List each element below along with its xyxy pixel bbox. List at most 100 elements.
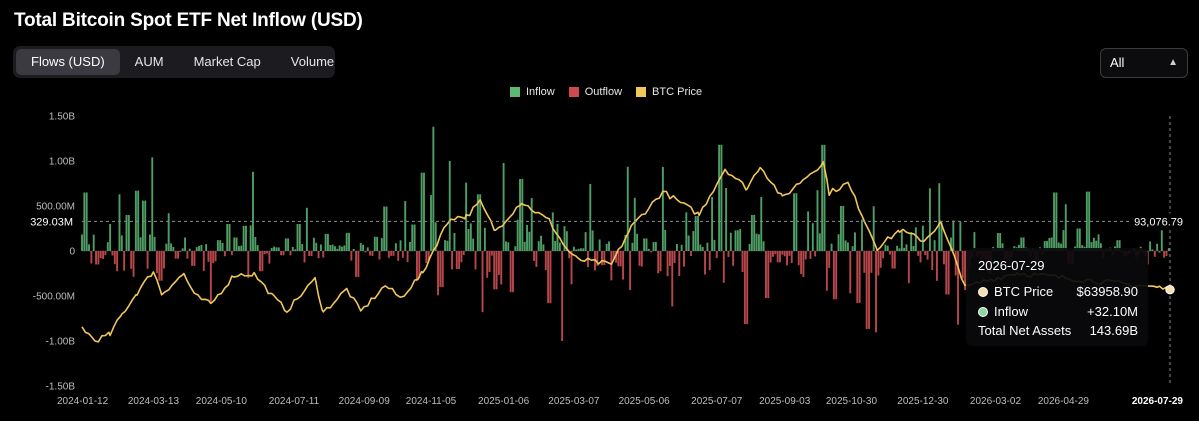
inflow-bar — [680, 244, 683, 251]
y-tick-label: 0 — [69, 247, 75, 258]
outflow-bar — [671, 251, 674, 307]
inflow-bar — [385, 206, 388, 251]
inflow-bar — [572, 246, 575, 251]
outflow-bar — [116, 251, 119, 272]
outflow-bar — [814, 251, 817, 257]
outflow-bar — [1163, 251, 1166, 258]
price-marker-dot — [1165, 285, 1175, 295]
outflow-bar — [158, 251, 161, 281]
outflow-bar — [943, 251, 945, 265]
x-tick-label: 2024-09-09 — [339, 396, 391, 407]
inflow-bar — [713, 239, 716, 251]
inflow-bar — [341, 246, 343, 251]
inflow-bar — [928, 188, 931, 251]
legend-item-inflow[interactable]: Inflow — [510, 86, 555, 98]
outflow-bar — [174, 251, 177, 259]
inflow-bar — [736, 230, 739, 251]
inflow-bar — [933, 240, 936, 251]
outflow-bar — [779, 251, 781, 263]
tab-aum[interactable]: AUM — [134, 54, 164, 69]
outflow-bar — [832, 251, 835, 300]
x-tick-label: 2026-03-02 — [970, 396, 1022, 407]
legend-item-btc-price[interactable]: BTC Price — [636, 86, 702, 98]
outflow-bar — [889, 251, 892, 255]
outflow-bar — [743, 251, 746, 325]
outflow-bar — [601, 251, 603, 266]
inflow-bar — [399, 240, 402, 251]
inflow-bar — [577, 248, 580, 251]
inflow-bar — [846, 242, 849, 251]
y-tick-label: -1.50B — [46, 382, 76, 393]
inflow-bar — [734, 230, 737, 251]
chevron-up-down-icon: ▲︎ — [1168, 57, 1178, 68]
outflow-bar — [765, 251, 767, 299]
inflow-bar — [334, 246, 336, 251]
outflow-bar — [547, 251, 550, 304]
outflow-bar — [280, 251, 283, 256]
inflow-bar — [315, 242, 318, 251]
outflow-bar — [835, 251, 838, 300]
inflow-bar — [240, 245, 243, 251]
inflow-bar — [687, 235, 690, 251]
outflow-bar — [97, 251, 100, 265]
outflow-bar — [202, 251, 205, 271]
outflow-bar — [781, 251, 784, 255]
outflow-bar — [722, 251, 725, 283]
outflow-bar — [856, 251, 859, 303]
inflow-bar — [996, 233, 999, 251]
inflow-bar — [521, 179, 524, 251]
inflow-bar — [718, 144, 721, 251]
outflow-bar — [418, 251, 421, 279]
outflow-bar — [612, 251, 615, 260]
inflow-bar — [938, 183, 941, 251]
outflow-bar — [1165, 251, 1168, 256]
legend-label-outflow: Outflow — [584, 86, 623, 98]
inflow-bar — [1149, 241, 1152, 251]
inflow-bar — [886, 245, 889, 251]
tab-market-cap[interactable]: Market Cap — [193, 54, 261, 69]
inflow-bar — [821, 144, 824, 251]
inflow-bar — [565, 231, 568, 251]
range-select[interactable]: All ▲︎ — [1100, 48, 1188, 78]
inflow-bar — [165, 243, 168, 251]
inflow-bar — [1060, 243, 1063, 251]
x-tick-label: 2024-11-05 — [406, 396, 457, 407]
inflow-bar — [85, 192, 88, 251]
outflow-bar — [102, 251, 105, 260]
outflow-bar — [488, 251, 491, 272]
range-select-value: All — [1110, 55, 1125, 70]
outflow-bar — [509, 251, 512, 293]
inflow-bar — [1043, 241, 1046, 251]
inflow-bar — [701, 246, 704, 251]
inflow-bar — [254, 236, 257, 251]
tab-volume[interactable]: Volume — [290, 54, 335, 69]
inflow-bar — [818, 233, 821, 251]
outflow-bar — [893, 251, 896, 269]
outflow-bar — [490, 251, 493, 256]
inflow-bar — [252, 171, 254, 251]
inflow-bar — [854, 232, 856, 251]
tooltip-dot-inflow — [978, 306, 988, 317]
outflow-bar — [732, 251, 735, 266]
outflow-bar — [619, 251, 622, 267]
inflow-bar — [144, 200, 147, 251]
legend-swatch-inflow — [510, 87, 520, 97]
inflow-bar — [537, 241, 540, 251]
outflow-bar — [776, 251, 779, 263]
inflow-bar — [706, 242, 709, 251]
inflow-bar — [762, 241, 765, 251]
outflow-bar — [263, 251, 266, 255]
inflow-bar — [221, 242, 224, 251]
y-tick-label: 500.00M — [36, 202, 75, 213]
inflow-bar — [823, 144, 826, 251]
inflow-bar — [479, 194, 482, 251]
inflow-bar — [404, 201, 407, 251]
outflow-bar — [926, 251, 929, 260]
outflow-bar — [317, 251, 320, 259]
outflow-bar — [802, 251, 805, 277]
tab-flows[interactable]: Flows (USD) — [16, 49, 120, 75]
inflow-bar — [699, 244, 702, 251]
inflow-bar — [118, 194, 121, 251]
legend-item-outflow[interactable]: Outflow — [568, 86, 623, 98]
